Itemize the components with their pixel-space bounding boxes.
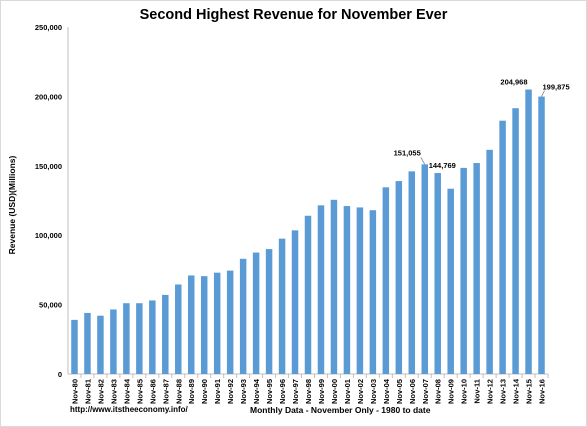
- bar: [175, 284, 182, 374]
- x-tick-label: Nov-91: [213, 379, 222, 404]
- x-tick-label: Nov-82: [96, 379, 105, 404]
- x-tick-label: Nov-01: [343, 379, 352, 404]
- y-tick-label: 250,000: [35, 23, 62, 32]
- y-tick-label: 200,000: [35, 92, 62, 101]
- y-tick-label: 150,000: [35, 162, 62, 171]
- x-tick-label: Nov-93: [239, 379, 248, 404]
- bar: [460, 167, 467, 374]
- x-tick-label: Nov-92: [226, 379, 235, 404]
- x-tick-label: Nov-99: [317, 379, 326, 404]
- data-label: 144,769: [429, 161, 456, 170]
- y-tick-label: 100,000: [35, 231, 62, 240]
- x-tick-label: Nov-96: [278, 379, 287, 404]
- bar: [343, 206, 351, 374]
- x-tick-label: Nov-87: [161, 379, 170, 404]
- data-label: 151,055: [394, 148, 421, 157]
- y-tick-label: 0: [58, 370, 62, 379]
- x-tick-label: Nov-97: [291, 379, 300, 404]
- bar: [434, 173, 441, 374]
- x-tick-label: Nov-94: [252, 378, 261, 404]
- x-tick-label: Nov-11: [473, 379, 482, 404]
- x-tick-label: Nov-15: [525, 379, 534, 404]
- x-tick-label: Nov-95: [265, 379, 274, 404]
- x-tick-label: Nov-88: [174, 379, 183, 404]
- bar: [123, 303, 130, 374]
- bar: [369, 210, 377, 374]
- data-label: 204,968: [500, 78, 527, 87]
- leader-line: [541, 90, 545, 97]
- x-tick-label: Nov-13: [499, 379, 508, 404]
- bar: [538, 96, 545, 375]
- x-tick-label: Nov-10: [460, 379, 469, 404]
- x-axis-label: Monthly Data - November Only - 1980 to d…: [250, 405, 431, 415]
- x-tick-label: Nov-12: [486, 379, 495, 404]
- bar: [97, 315, 104, 374]
- x-tick-label: Nov-80: [70, 379, 79, 404]
- y-tick-label: 50,000: [39, 301, 62, 310]
- bar: [512, 108, 519, 374]
- x-tick-label: Nov-98: [304, 379, 313, 404]
- bar: [291, 230, 299, 374]
- bar: [265, 249, 273, 374]
- chart-title: Second Highest Revenue for November Ever: [139, 7, 448, 23]
- x-tick-label: Nov-14: [512, 378, 521, 404]
- bar: [499, 120, 506, 374]
- bar: [408, 171, 416, 374]
- x-tick-label: Nov-00: [330, 379, 339, 404]
- bar: [162, 294, 169, 374]
- bar: [213, 272, 221, 374]
- x-tick-label: Nov-09: [447, 379, 456, 404]
- x-tick-label: Nov-07: [421, 379, 430, 404]
- leader-line: [420, 157, 426, 165]
- bar: [525, 89, 532, 374]
- x-tick-label: Nov-02: [356, 379, 365, 404]
- bar: [149, 300, 156, 374]
- bar: [278, 238, 286, 374]
- x-tick-label: Nov-08: [434, 379, 443, 404]
- x-tick-label: Nov-89: [187, 379, 196, 404]
- bar: [473, 163, 480, 374]
- x-tick-label: Nov-04: [382, 378, 391, 404]
- bar: [252, 252, 260, 374]
- x-tick-label: Nov-06: [408, 379, 417, 404]
- bar: [226, 270, 234, 374]
- bar: [395, 181, 403, 374]
- bar: [200, 276, 208, 374]
- bar: [71, 319, 78, 374]
- bar: [188, 275, 195, 374]
- bar: [382, 187, 390, 374]
- x-tick-label: Nov-16: [538, 379, 547, 404]
- x-tick-label: Nov-03: [369, 379, 378, 404]
- x-tick-label: Nov-84: [122, 378, 131, 404]
- x-tick-label: Nov-05: [395, 379, 404, 404]
- source-note: http://www.itstheeconomy.info/: [70, 405, 188, 414]
- x-tick-label: Nov-86: [148, 379, 157, 404]
- bar: [239, 258, 247, 374]
- x-tick-label: Nov-85: [135, 379, 144, 404]
- x-tick-label: Nov-83: [109, 379, 118, 404]
- x-tick-label: Nov-90: [200, 379, 209, 404]
- bar: [330, 199, 338, 374]
- bar: [447, 188, 454, 374]
- bar: [136, 303, 143, 374]
- bar: [110, 309, 117, 374]
- bar: [486, 149, 493, 374]
- bar: [84, 312, 91, 374]
- bar: [421, 164, 428, 374]
- bar: [304, 215, 312, 374]
- bar: [317, 205, 325, 374]
- x-tick-label: Nov-81: [83, 379, 92, 404]
- bar: [356, 207, 364, 374]
- data-label: 199,875: [543, 83, 570, 92]
